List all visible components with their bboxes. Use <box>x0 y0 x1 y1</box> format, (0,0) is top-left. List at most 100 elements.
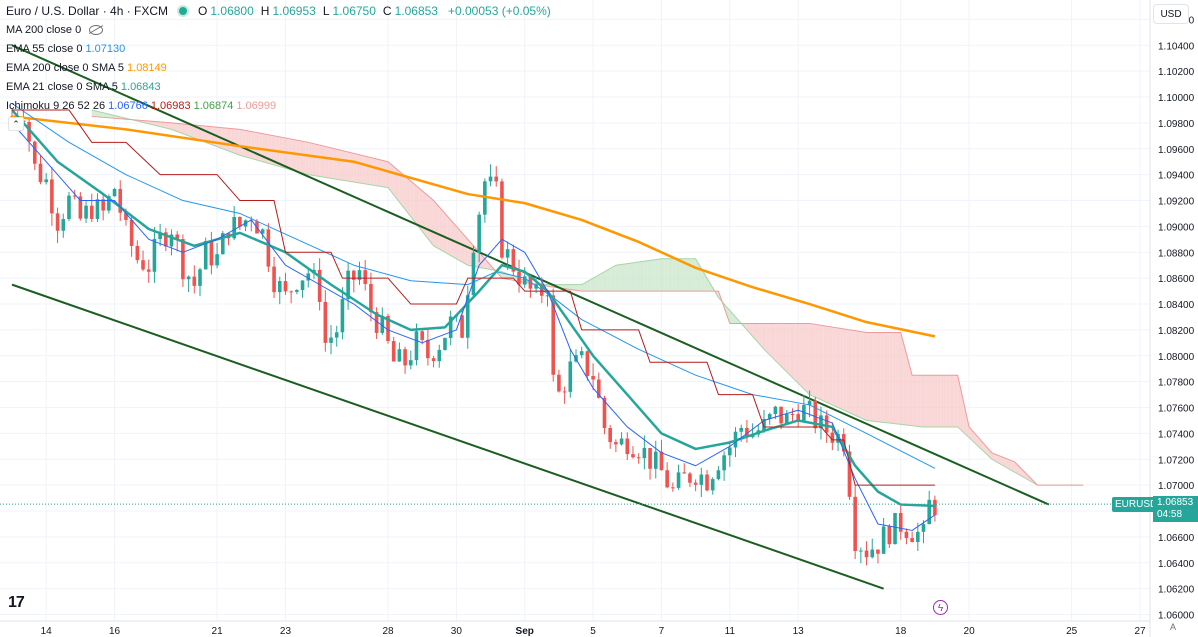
candle-body[interactable] <box>44 179 48 183</box>
candle-body[interactable] <box>921 524 926 532</box>
indicator-row[interactable]: EMA 21 close 0 SMA 5 1.06843 <box>6 81 164 93</box>
candle-body[interactable] <box>477 214 481 253</box>
candle-body[interactable] <box>329 337 333 343</box>
candle-body[interactable] <box>414 331 419 361</box>
trendline[interactable] <box>11 283 884 590</box>
candle-body[interactable] <box>55 213 60 231</box>
candle-body[interactable] <box>141 260 145 270</box>
candle-body[interactable] <box>112 189 117 197</box>
candle-body[interactable] <box>494 176 499 182</box>
candle-body[interactable] <box>386 315 390 342</box>
candle-body[interactable] <box>146 269 151 272</box>
candle-body[interactable] <box>38 163 43 183</box>
candle-body[interactable] <box>614 442 618 445</box>
indicator-row[interactable]: MA 200 close 0 <box>6 24 106 36</box>
candle-body[interactable] <box>505 249 510 258</box>
candle-body[interactable] <box>876 549 880 554</box>
candle-body[interactable] <box>300 280 305 291</box>
candle-body[interactable] <box>887 526 892 545</box>
candle-body[interactable] <box>870 549 875 558</box>
candle-body[interactable] <box>790 414 795 416</box>
candle-body[interactable] <box>693 482 698 485</box>
candle-body[interactable] <box>699 474 704 485</box>
collapse-legend-icon[interactable]: ⌃ <box>8 117 24 131</box>
price-axis[interactable]: 1.060001.062001.064001.066001.068001.070… <box>1158 15 1195 621</box>
candle-body[interactable] <box>72 195 77 197</box>
candle-body[interactable] <box>625 438 630 455</box>
symbol-title[interactable]: Euro / U.S. Dollar · 4h · FXCM <box>6 4 169 18</box>
candle-body[interactable] <box>95 199 100 219</box>
candle-body[interactable] <box>408 360 413 366</box>
candle-body[interactable] <box>266 229 271 267</box>
candle-body[interactable] <box>802 405 806 422</box>
candle-body[interactable] <box>32 141 37 164</box>
candle-body[interactable] <box>249 220 254 222</box>
candle-body[interactable] <box>602 397 607 428</box>
candle-body[interactable] <box>859 550 863 552</box>
candle-body[interactable] <box>813 400 818 429</box>
candle-body[interactable] <box>511 249 516 272</box>
candle-body[interactable] <box>847 451 852 497</box>
candle-body[interactable] <box>562 391 567 393</box>
candle-body[interactable] <box>323 301 328 343</box>
candle-body[interactable] <box>853 496 857 552</box>
candle-body[interactable] <box>272 266 276 293</box>
candle-body[interactable] <box>534 284 538 289</box>
candle-body[interactable] <box>893 513 897 545</box>
candle-body[interactable] <box>904 531 909 539</box>
indicator-row[interactable]: Ichimoku 9 26 52 26 1.06766 1.06983 1.06874… <box>6 100 279 112</box>
candle-body[interactable] <box>84 205 88 219</box>
hidden-eye-icon[interactable] <box>89 25 104 36</box>
candle-body[interactable] <box>61 219 66 231</box>
candle-body[interactable] <box>500 181 504 258</box>
candle-body[interactable] <box>369 283 373 313</box>
candle-body[interactable] <box>169 234 174 247</box>
candle-body[interactable] <box>585 351 590 377</box>
candle-body[interactable] <box>767 413 772 419</box>
candle-body[interactable] <box>198 269 202 286</box>
candle-body[interactable] <box>784 414 789 424</box>
candle-body[interactable] <box>653 451 658 469</box>
candle-body[interactable] <box>232 216 236 239</box>
candle-body[interactable] <box>933 499 937 516</box>
candle-body[interactable] <box>596 379 601 398</box>
candle-body[interactable] <box>431 358 436 362</box>
candle-body[interactable] <box>397 349 402 362</box>
candle-body[interactable] <box>824 415 829 433</box>
candle-body[interactable] <box>158 232 162 239</box>
candle-body[interactable] <box>124 212 128 220</box>
candle-body[interactable] <box>101 199 105 211</box>
candle-body[interactable] <box>289 291 293 293</box>
candle-body[interactable] <box>591 376 595 380</box>
candle-body[interactable] <box>129 219 134 246</box>
candle-body[interactable] <box>317 269 322 302</box>
candle-body[interactable] <box>739 427 744 432</box>
candle-body[interactable] <box>910 538 914 543</box>
candle-body[interactable] <box>471 252 476 296</box>
candle-body[interactable] <box>67 195 71 220</box>
candle-body[interactable] <box>374 312 379 333</box>
candle-body[interactable] <box>688 473 692 483</box>
candle-body[interactable] <box>346 270 350 300</box>
candle-body[interactable] <box>728 447 732 456</box>
candle-body[interactable] <box>465 295 470 338</box>
candle-body[interactable] <box>608 427 612 443</box>
candle-body[interactable] <box>716 470 721 480</box>
candle-body[interactable] <box>426 339 430 359</box>
candle-body[interactable] <box>619 438 624 445</box>
candle-body[interactable] <box>676 472 681 488</box>
candle-body[interactable] <box>488 176 493 182</box>
candle-body[interactable] <box>796 414 800 422</box>
candle-body[interactable] <box>557 374 561 392</box>
candle-body[interactable] <box>420 331 424 340</box>
candle-body[interactable] <box>819 415 823 429</box>
candle-body[interactable] <box>665 470 669 488</box>
time-axis[interactable]: 14 16 21 23 28 30 Sep 5 7 11 13 18 20 25 27 <box>41 626 1146 637</box>
tradingview-logo[interactable]: 17 <box>8 594 25 611</box>
candle-body[interactable] <box>881 526 886 554</box>
candle-body[interactable] <box>283 281 288 292</box>
candle-body[interactable] <box>898 513 903 532</box>
candle-body[interactable] <box>579 351 584 356</box>
candle-body[interactable] <box>164 232 168 247</box>
